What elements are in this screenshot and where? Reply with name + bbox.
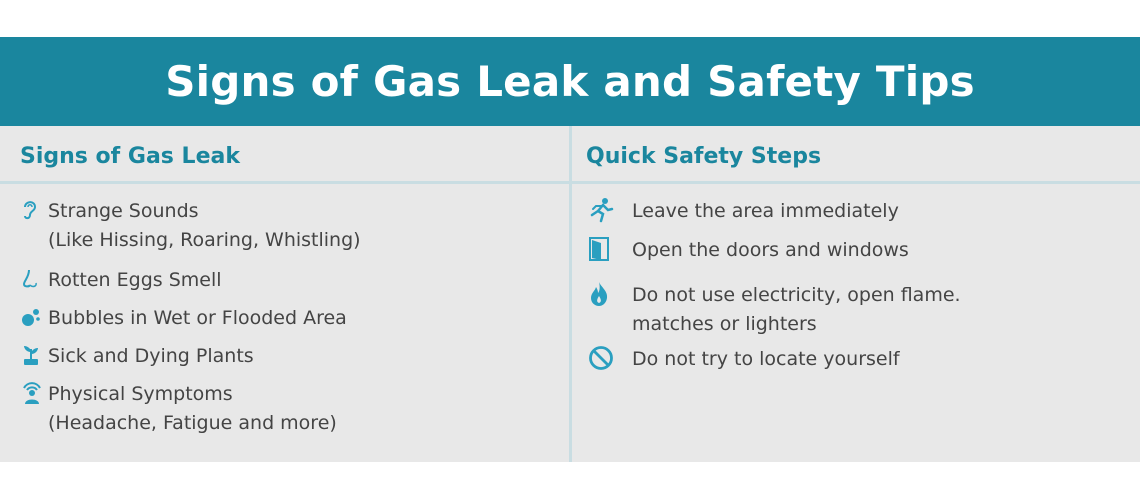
column-divider bbox=[569, 126, 572, 462]
ear-icon bbox=[20, 197, 48, 223]
item-subtext: matches or lighters bbox=[632, 313, 817, 335]
title-banner: Signs of Gas Leak and Safety Tips bbox=[0, 37, 1140, 126]
item-subtext: (Headache, Fatigue and more) bbox=[48, 412, 337, 434]
item-text: Physical Symptoms bbox=[48, 383, 233, 405]
item-text: Sick and Dying Plants bbox=[48, 345, 254, 367]
item-text: Rotten Eggs Smell bbox=[48, 269, 222, 291]
header-divider bbox=[0, 181, 1140, 184]
item-text: Leave the area immediately bbox=[632, 200, 899, 222]
list-item-smell: Rotten Eggs Smell bbox=[20, 266, 222, 295]
list-item-symptoms: Physical Symptoms (Headache, Fatigue and… bbox=[20, 380, 337, 438]
list-item-flame: Do not use electricity, open flame. matc… bbox=[588, 281, 961, 339]
list-item-doors: Open the doors and windows bbox=[588, 236, 909, 265]
list-item-plants: Sick and Dying Plants bbox=[20, 342, 254, 371]
bubbles-icon bbox=[20, 304, 48, 330]
prohibited-icon bbox=[588, 345, 632, 371]
info-panel: Signs of Gas Leak Quick Safety Steps Str… bbox=[0, 126, 1140, 462]
list-item-sounds: Strange Sounds (Like Hissing, Roaring, W… bbox=[20, 197, 361, 255]
list-item-locate: Do not try to locate yourself bbox=[588, 345, 900, 374]
item-text: Bubbles in Wet or Flooded Area bbox=[48, 307, 347, 329]
plant-icon bbox=[20, 342, 48, 368]
item-text: Strange Sounds bbox=[48, 200, 199, 222]
safety-heading: Quick Safety Steps bbox=[586, 144, 822, 169]
nose-icon bbox=[20, 266, 48, 292]
item-subtext: (Like Hissing, Roaring, Whistling) bbox=[48, 229, 361, 251]
person-alert-icon bbox=[20, 380, 48, 406]
signs-heading: Signs of Gas Leak bbox=[20, 144, 240, 169]
item-text: Do not use electricity, open flame. bbox=[632, 284, 961, 306]
page-title: Signs of Gas Leak and Safety Tips bbox=[165, 57, 975, 106]
item-text: Open the doors and windows bbox=[632, 239, 909, 261]
list-item-bubbles: Bubbles in Wet or Flooded Area bbox=[20, 304, 347, 333]
running-person-icon bbox=[588, 197, 632, 223]
door-icon bbox=[588, 236, 632, 262]
list-item-leave: Leave the area immediately bbox=[588, 197, 899, 226]
item-text: Do not try to locate yourself bbox=[632, 348, 900, 370]
flame-icon bbox=[588, 281, 632, 307]
